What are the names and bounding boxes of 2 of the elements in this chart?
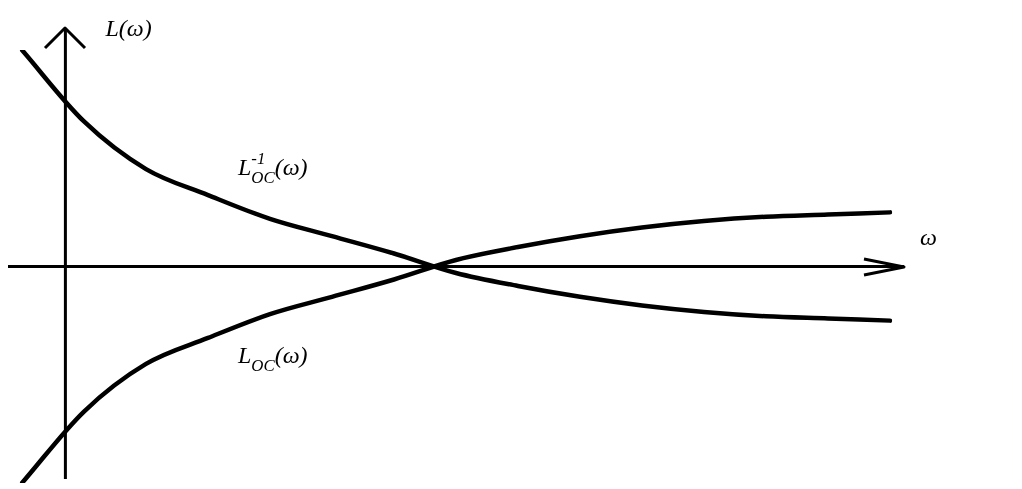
x-axis-title: ω	[920, 223, 937, 250]
y-axis-title: L(ω)	[104, 15, 152, 41]
